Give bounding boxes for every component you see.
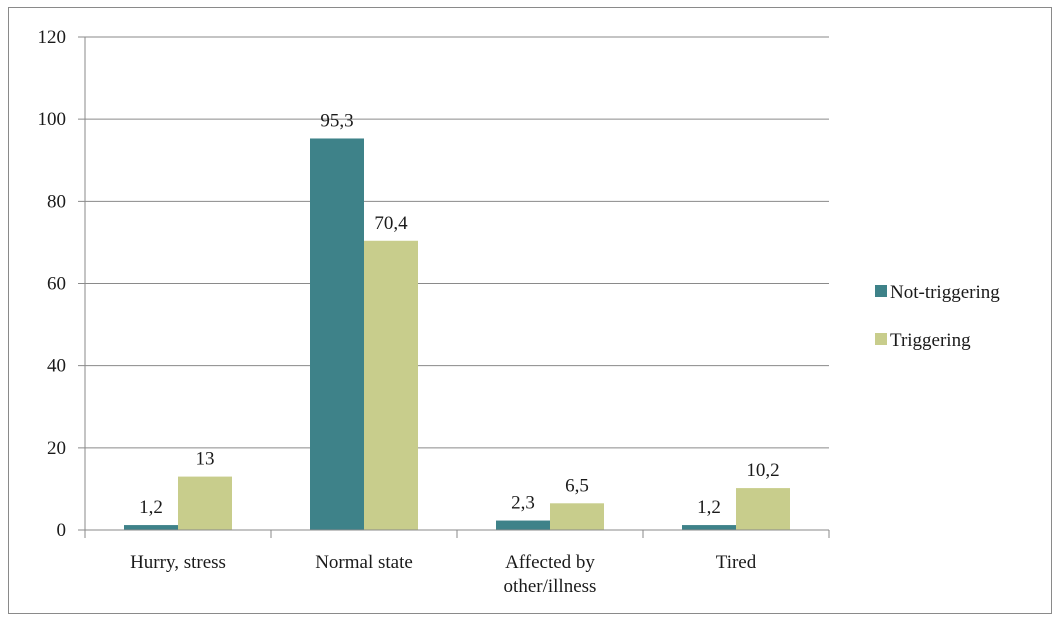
category-label-line: other/illness [504, 576, 597, 597]
category-label-line: Affected by [505, 552, 595, 573]
bar-triggering-1 [364, 240, 418, 531]
y-tick-label: 120 [38, 27, 67, 48]
y-axis-ticks: 0 20 40 60 80 100 120 [38, 27, 67, 541]
y-tick-label: 0 [57, 520, 67, 541]
bars [124, 138, 790, 531]
y-tick-label: 20 [47, 438, 66, 459]
legend-label: Not-triggering [890, 282, 1000, 303]
y-tick-label: 100 [38, 109, 67, 130]
bar-not-triggering-1 [310, 138, 364, 530]
category-label-line: Normal state [315, 552, 413, 573]
y-tick-label: 80 [47, 191, 66, 212]
category-label-line: Tired [716, 552, 757, 573]
legend-swatch [875, 333, 887, 345]
y-tick-label: 60 [47, 274, 66, 295]
bar-triggering-3 [736, 488, 790, 530]
data-label: 13 [196, 449, 215, 470]
gridlines [78, 36, 829, 449]
category-labels: Hurry, stress Normal state Affected by othe… [130, 552, 757, 597]
bar-triggering-0 [178, 476, 232, 530]
x-axis [78, 37, 830, 538]
data-label: 1,2 [697, 497, 721, 518]
bar-not-triggering-2 [496, 520, 550, 530]
data-label: 95,3 [320, 110, 353, 131]
data-label: 2,3 [511, 493, 535, 514]
legend-label: Triggering [890, 330, 971, 351]
data-label: 70,4 [374, 213, 408, 234]
bar-triggering-2 [550, 503, 604, 530]
bar-not-triggering-3 [682, 525, 736, 530]
data-labels: 1,2 13 95,3 70,4 2,3 6,5 1,2 10,2 [139, 110, 780, 518]
data-label: 1,2 [139, 497, 163, 518]
category-label: Hurry, stress [130, 552, 226, 573]
legend-swatch [875, 285, 887, 297]
category-label: Normal state [315, 552, 413, 573]
data-label: 10,2 [746, 460, 779, 481]
data-label: 6,5 [565, 475, 589, 496]
category-label-line: Hurry, stress [130, 552, 226, 573]
legend: Not-triggering Triggering [875, 282, 1000, 351]
y-tick-label: 40 [47, 356, 66, 377]
bar-not-triggering-0 [124, 525, 178, 530]
category-label: Tired [716, 552, 757, 573]
category-label: Affected by other/illness [504, 552, 597, 597]
